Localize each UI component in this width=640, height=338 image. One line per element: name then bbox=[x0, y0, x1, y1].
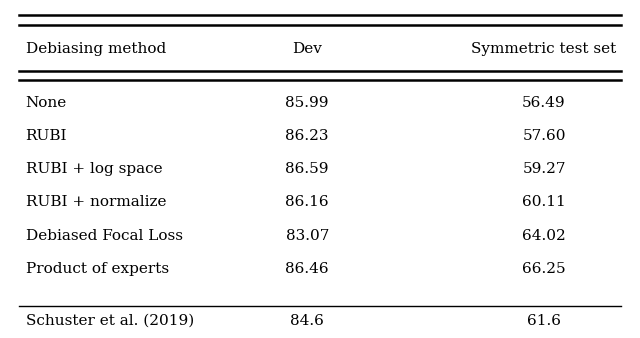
Text: Schuster et al. (2019): Schuster et al. (2019) bbox=[26, 314, 194, 328]
Text: RUBI: RUBI bbox=[26, 129, 67, 143]
Text: Debiasing method: Debiasing method bbox=[26, 42, 166, 56]
Text: 66.25: 66.25 bbox=[522, 262, 566, 276]
Text: 60.11: 60.11 bbox=[522, 195, 566, 210]
Text: 86.59: 86.59 bbox=[285, 162, 329, 176]
Text: 57.60: 57.60 bbox=[522, 129, 566, 143]
Text: None: None bbox=[26, 96, 67, 110]
Text: 83.07: 83.07 bbox=[285, 228, 329, 243]
Text: RUBI + log space: RUBI + log space bbox=[26, 162, 162, 176]
Text: 86.46: 86.46 bbox=[285, 262, 329, 276]
Text: Symmetric test set: Symmetric test set bbox=[472, 42, 616, 56]
Text: 85.99: 85.99 bbox=[285, 96, 329, 110]
Text: Dev: Dev bbox=[292, 42, 322, 56]
Text: Product of experts: Product of experts bbox=[26, 262, 169, 276]
Text: 86.23: 86.23 bbox=[285, 129, 329, 143]
Text: 61.6: 61.6 bbox=[527, 314, 561, 328]
Text: 84.6: 84.6 bbox=[291, 314, 324, 328]
Text: 86.16: 86.16 bbox=[285, 195, 329, 210]
Text: 56.49: 56.49 bbox=[522, 96, 566, 110]
Text: Debiased Focal Loss: Debiased Focal Loss bbox=[26, 228, 182, 243]
Text: 59.27: 59.27 bbox=[522, 162, 566, 176]
Text: 64.02: 64.02 bbox=[522, 228, 566, 243]
Text: RUBI + normalize: RUBI + normalize bbox=[26, 195, 166, 210]
